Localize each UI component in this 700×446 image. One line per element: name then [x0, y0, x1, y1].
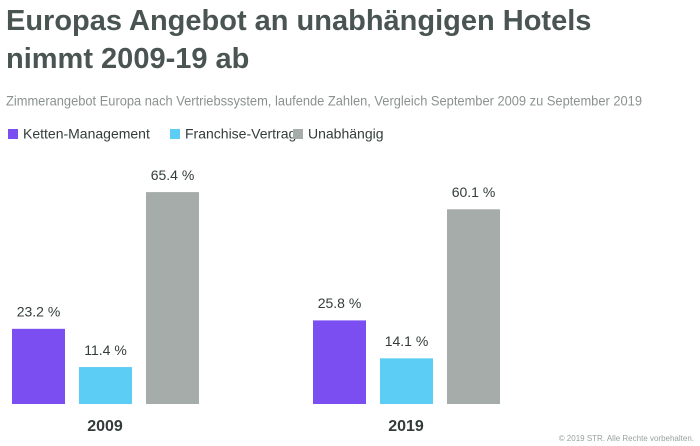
legend-swatch — [8, 129, 18, 139]
legend-label: Franchise-Vertrag — [185, 126, 296, 142]
x-tick-label: 2019 — [388, 418, 424, 435]
bar — [79, 367, 132, 404]
legend-label: Unabhängig — [308, 126, 384, 142]
value-label: 23.2 % — [17, 304, 61, 320]
legend-swatch — [293, 129, 303, 139]
x-tick-label: 2009 — [87, 418, 123, 435]
bar — [313, 320, 366, 404]
bar — [12, 328, 65, 404]
chart-title: Europas Angebot an unabhängigen Hotels n… — [6, 5, 592, 75]
legend-swatch — [170, 129, 180, 139]
chart-subtitle: Zimmerangebot Europa nach Vertriebssyste… — [6, 93, 642, 109]
bar — [380, 358, 433, 404]
value-label: 14.1 % — [385, 333, 429, 349]
footer: © 2019 STR. Alle Rechte vorbehalten. — [559, 434, 694, 443]
value-label: 65.4 % — [151, 167, 195, 183]
value-label: 11.4 % — [84, 342, 127, 358]
value-label: 60.1 % — [452, 184, 496, 200]
bar — [447, 209, 500, 404]
legend-label: Ketten-Management — [23, 126, 150, 142]
value-label: 25.8 % — [318, 295, 362, 311]
bar — [146, 192, 199, 404]
